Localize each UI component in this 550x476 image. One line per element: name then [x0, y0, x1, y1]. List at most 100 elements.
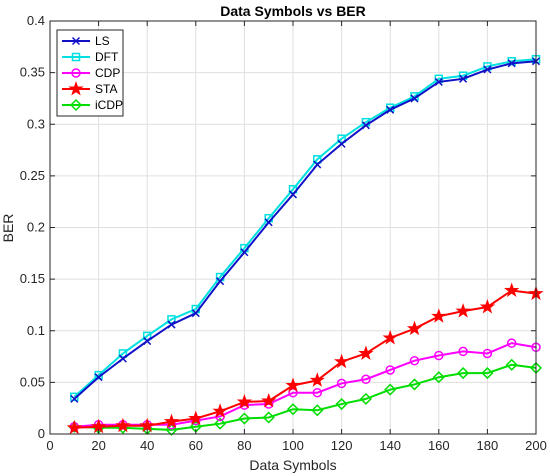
data-point-cdp: [434, 350, 444, 361]
data-point-sta: [504, 282, 520, 297]
legend-item-cdp: CDP: [62, 66, 120, 80]
data-point-icdp: [457, 367, 470, 380]
x-tick-label: 0: [46, 438, 53, 453]
legend-marker-ls: [71, 36, 81, 46]
y-tick-label: 0.25: [20, 168, 45, 183]
x-tick-label: 160: [428, 438, 450, 453]
data-point-sta: [236, 393, 253, 409]
legend-item-ls: LS: [62, 34, 110, 48]
data-point-dft: [337, 134, 346, 143]
legend-item-icdp: iCDP: [62, 98, 123, 112]
legend-marker-icdp: [69, 98, 83, 112]
x-tick-label: 140: [379, 438, 401, 453]
data-point-ls: [507, 59, 516, 68]
data-point-ls: [434, 77, 443, 86]
legend-label-sta: STA: [95, 82, 117, 96]
data-point-cdp: [336, 378, 347, 389]
y-tick-label: 0.4: [27, 13, 45, 28]
y-tick-label: 0.35: [20, 65, 45, 80]
data-point-sta: [431, 308, 447, 323]
series-ls: [70, 57, 541, 403]
legend-label-cdp: CDP: [95, 66, 120, 80]
data-point-icdp: [481, 367, 494, 380]
data-point-icdp: [432, 371, 445, 384]
series-line-ls: [73, 60, 537, 400]
data-point-icdp: [165, 423, 178, 436]
data-point-cdp: [288, 387, 298, 398]
data-point-ls: [288, 190, 298, 199]
data-point-sta: [139, 417, 155, 433]
data-point-icdp: [335, 397, 348, 411]
data-point-ls: [410, 94, 419, 103]
data-point-icdp: [359, 392, 372, 405]
legend-marker-sta: [68, 80, 84, 96]
x-tick-label: 80: [237, 438, 251, 453]
x-tick-label: 60: [189, 438, 203, 453]
x-tick-label: 100: [282, 438, 304, 453]
data-point-icdp: [505, 358, 518, 371]
data-point-cdp: [506, 338, 517, 348]
legend-marker-dft: [71, 52, 81, 62]
data-point-cdp: [409, 355, 420, 366]
data-point-cdp: [361, 374, 371, 385]
legend-label-dft: DFT: [95, 50, 119, 64]
x-axis-label: Data Symbols: [249, 457, 336, 473]
legend-marker-cdp: [71, 68, 81, 78]
data-point-icdp: [286, 403, 300, 416]
data-point-dft: [167, 315, 176, 324]
data-point-ls: [118, 354, 127, 363]
data-point-icdp: [311, 404, 324, 417]
data-point-ls: [313, 160, 322, 169]
legend-label-icdp: iCDP: [95, 98, 123, 112]
y-tick-label: 0.05: [20, 374, 45, 389]
y-tick-label: 0.3: [27, 116, 45, 131]
data-point-dft: [118, 349, 128, 358]
legend-label-ls: LS: [95, 34, 110, 48]
data-point-ls: [143, 337, 152, 346]
data-point-ls: [264, 218, 273, 227]
x-tick-label: 180: [477, 438, 499, 453]
data-point-ls: [459, 74, 468, 83]
data-point-ls: [386, 105, 395, 114]
data-point-ls: [216, 277, 225, 286]
data-point-icdp: [408, 378, 421, 391]
data-point-sta: [261, 392, 277, 408]
data-point-dft: [313, 155, 322, 164]
data-point-sta: [358, 345, 374, 360]
legend-item-dft: DFT: [62, 50, 119, 64]
data-point-ls: [167, 320, 176, 329]
data-point-sta: [163, 413, 180, 429]
data-point-sta: [212, 403, 228, 418]
legend-item-sta: STA: [62, 80, 117, 96]
data-point-sta: [309, 372, 325, 387]
data-point-sta: [66, 419, 82, 435]
data-point-dft: [507, 57, 516, 66]
data-point-ls: [191, 309, 200, 318]
data-point-ls: [240, 248, 249, 257]
y-tick-label: 0.15: [20, 271, 45, 286]
data-point-sta: [479, 298, 496, 314]
data-point-sta: [285, 377, 301, 392]
data-point-cdp: [312, 387, 323, 398]
y-tick-label: 0: [38, 426, 45, 441]
data-point-ls: [361, 121, 370, 130]
ticks: 0 20 40 60 80 100 120 140 160 180 200 0 0.05 0.1 0.15 0…: [20, 13, 547, 453]
data-point-icdp: [262, 411, 275, 424]
data-point-cdp: [458, 346, 468, 357]
chart-title: Data Symbols vs BER: [220, 3, 366, 19]
data-point-sta: [188, 410, 204, 426]
y-tick-label: 0.1: [27, 323, 45, 338]
data-point-dft: [142, 331, 152, 341]
data-point-ls: [94, 373, 103, 382]
data-point-icdp: [214, 417, 227, 430]
y-axis-label: BER: [0, 214, 16, 243]
data-point-sta: [406, 320, 423, 336]
data-point-sta: [115, 417, 131, 433]
legend: LS DFT CDP STA iCDP: [56, 29, 124, 117]
data-point-ls: [70, 394, 79, 403]
data-point-ls: [337, 139, 346, 148]
data-point-sta: [455, 303, 471, 318]
series-icdp: [68, 358, 543, 436]
x-tick-label: 40: [140, 438, 154, 453]
